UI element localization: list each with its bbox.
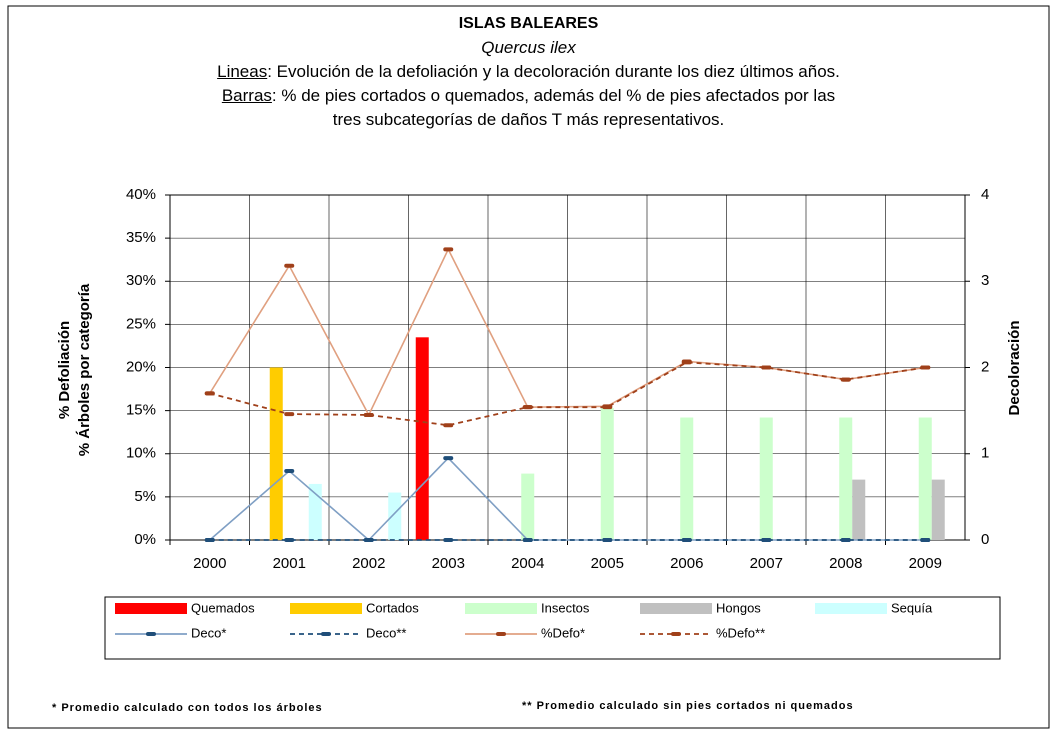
y2-tick-label: 0 <box>981 531 989 548</box>
line-marker <box>443 247 454 252</box>
y-tick-label: 5% <box>134 488 156 505</box>
line-marker <box>920 365 931 370</box>
line-marker <box>443 423 454 428</box>
y2-axis-label: Decoloración <box>1006 320 1023 415</box>
line-marker <box>363 538 374 542</box>
line-marker <box>284 412 295 417</box>
y-tick-label: 25% <box>126 315 156 332</box>
desc-key: Barras <box>221 86 272 105</box>
x-tick-label: 2006 <box>670 555 703 572</box>
x-tick-label: 2001 <box>273 555 306 572</box>
legend-marker <box>321 632 331 636</box>
bar <box>415 337 429 540</box>
line-marker <box>443 456 454 461</box>
x-tick-label: 2003 <box>432 555 465 572</box>
y2-tick-label: 3 <box>981 272 989 289</box>
legend-label: Deco** <box>366 625 406 640</box>
legend-label: Cortados <box>366 600 419 615</box>
bar <box>931 479 945 540</box>
header: ISLAS BALEARES Quercus ilex Lineas: Evol… <box>130 12 927 132</box>
line <box>209 361 926 427</box>
legend-label: Sequía <box>891 600 933 615</box>
bar <box>839 417 853 540</box>
desc-text: : % de pies cortados o quemados, además … <box>271 86 836 129</box>
desc-key: Lineas <box>217 62 268 81</box>
legend-swatch <box>115 603 187 614</box>
legend-swatch <box>640 603 712 614</box>
legend-marker <box>496 632 506 636</box>
legend-box <box>104 596 1001 660</box>
legend-label: %Defo* <box>541 625 585 640</box>
x-tick-label: 2005 <box>591 555 624 572</box>
legend-label: %Defo** <box>716 625 765 640</box>
line-marker <box>602 538 613 542</box>
bar <box>600 408 614 540</box>
line-marker <box>284 263 295 268</box>
bar <box>759 417 773 540</box>
line-marker <box>363 412 374 417</box>
line-marker <box>204 391 215 396</box>
line-marker <box>681 538 692 542</box>
footnote: * Promedio calculado con todos los árbol… <box>52 702 323 714</box>
legend-label: Insectos <box>541 600 590 615</box>
line-marker <box>761 365 772 370</box>
x-tick-label: 2004 <box>511 555 544 572</box>
line-marker <box>284 538 295 542</box>
y-tick-label: 35% <box>126 229 156 246</box>
line-marker <box>840 538 851 542</box>
x-tick-label: 2002 <box>352 555 385 572</box>
legend-label: Quemados <box>191 600 255 615</box>
chart-title: ISLAS BALEARES <box>458 15 599 32</box>
chart-border <box>7 5 1050 729</box>
bar <box>308 483 322 540</box>
line-marker <box>522 538 533 542</box>
line-marker <box>602 405 613 410</box>
legend-swatch <box>465 603 537 614</box>
legend-label: Deco* <box>191 625 226 640</box>
legend-label: Hongos <box>716 600 761 615</box>
y-axis-label: % Defoliación <box>56 321 73 419</box>
y2-tick-label: 1 <box>981 445 989 462</box>
y-tick-label: 20% <box>126 358 156 375</box>
line-marker <box>443 538 454 542</box>
legend-swatch <box>815 603 887 614</box>
bar <box>388 492 402 540</box>
y2-tick-label: 2 <box>981 358 989 375</box>
chart-subtitle: Quercus ilex <box>481 38 576 57</box>
line-marker <box>204 538 215 542</box>
y-tick-label: 40% <box>126 186 156 203</box>
y-axis-label: % Árboles por categoría <box>76 283 93 456</box>
line-marker <box>522 405 533 410</box>
footnote: ** Promedio calculado sin pies cortados … <box>522 700 854 712</box>
y2-tick-label: 4 <box>981 186 989 203</box>
y-tick-label: 10% <box>126 445 156 462</box>
bar <box>918 417 932 540</box>
x-tick-label: 2000 <box>193 555 226 572</box>
legend-marker <box>146 632 156 636</box>
y-tick-label: 15% <box>126 402 156 419</box>
desc-text: : Evolución de la defoliación y la decol… <box>267 62 840 81</box>
line-marker <box>840 377 851 382</box>
x-tick-label: 2007 <box>750 555 783 572</box>
x-tick-label: 2008 <box>829 555 862 572</box>
bar <box>269 367 283 540</box>
legend-swatch <box>290 603 362 614</box>
line-marker <box>284 469 295 473</box>
bar <box>521 473 535 540</box>
line-marker <box>681 360 692 365</box>
line-marker <box>761 538 772 542</box>
legend-marker <box>671 632 681 636</box>
bar <box>680 417 694 540</box>
line-marker <box>920 538 931 542</box>
y-tick-label: 30% <box>126 272 156 289</box>
y-tick-label: 0% <box>134 531 156 548</box>
bar <box>852 479 866 540</box>
description: Lineas: Evolución de la defoliación y la… <box>209 60 849 132</box>
x-tick-label: 2009 <box>909 555 942 572</box>
